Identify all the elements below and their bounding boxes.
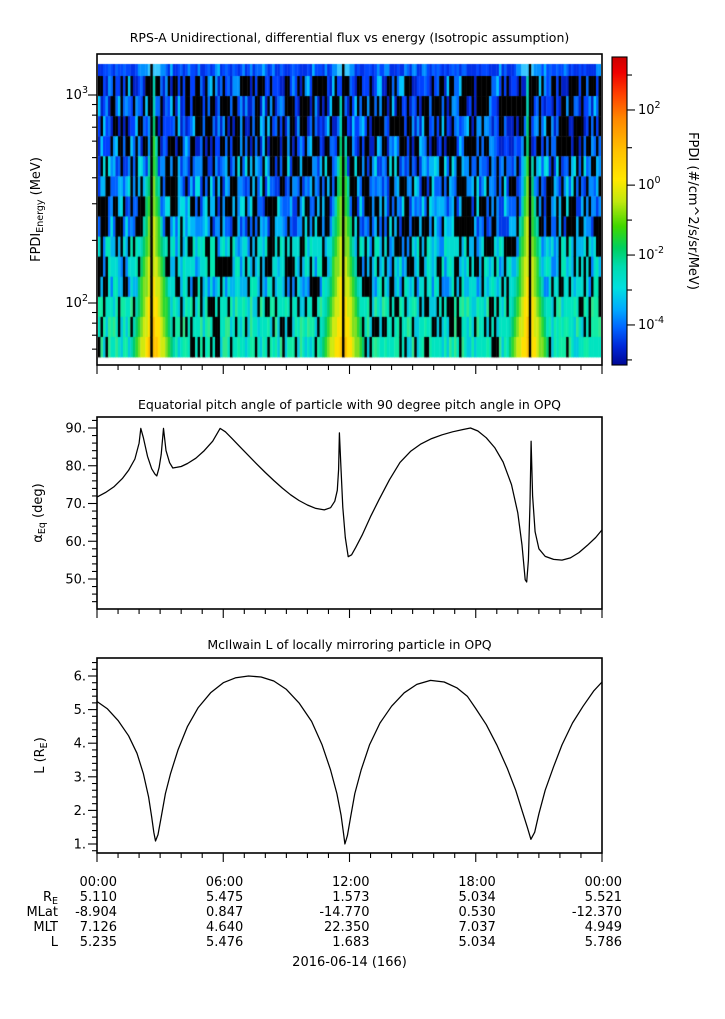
- y-tick-label: 3.: [74, 770, 86, 785]
- chart-title-mcilwain: McIlwain L of locally mirroring particle…: [207, 637, 491, 652]
- colorbar-tick-label: 100: [638, 175, 661, 193]
- pitch-angle-panel-border: [96, 416, 603, 610]
- ephemeris-value: -14.770: [319, 905, 369, 920]
- y-tick-label: 5.: [74, 703, 86, 718]
- data-curve: [96, 427, 603, 583]
- ephemeris-value: 7.126: [80, 920, 117, 935]
- colorbar-tick-label: 10-2: [638, 245, 664, 263]
- ephemeris-row-header: L: [51, 935, 59, 950]
- ephemeris-value: 22.350: [324, 920, 370, 935]
- flux-spectrogram-canvas: [98, 55, 601, 364]
- y-tick-label: 4.: [74, 737, 86, 752]
- y-axis-label: L (RE): [33, 737, 50, 774]
- time-tick-label: 00:00: [585, 875, 622, 890]
- ephemeris-value: 0.530: [459, 905, 496, 920]
- ephemeris-value: -8.904: [75, 905, 117, 920]
- ephemeris-value: 4.640: [206, 920, 243, 935]
- ephemeris-value: -12.370: [572, 905, 622, 920]
- ephemeris-row-header: MLat: [26, 905, 58, 920]
- time-tick-label: 18:00: [458, 875, 495, 890]
- data-curve: [96, 675, 603, 845]
- ephemeris-row-header: RE: [43, 890, 58, 907]
- y-tick-label: 50.: [65, 573, 86, 588]
- colorbar-canvas: [612, 57, 627, 365]
- y-tick-label: 1.: [74, 838, 86, 853]
- y-axis-label: αEq (deg): [31, 483, 48, 542]
- colorbar-tick-label: 102: [638, 100, 661, 118]
- ephemeris-value: 4.949: [585, 920, 622, 935]
- y-tick-label: 2.: [74, 804, 86, 819]
- chart-title-pitch-angle: Equatorial pitch angle of particle with …: [138, 397, 561, 412]
- ephemeris-value: 5.475: [206, 890, 243, 905]
- mcilwain-panel-border: [96, 657, 603, 854]
- ephemeris-value: 5.476: [206, 935, 243, 950]
- ephemeris-row-header: MLT: [33, 920, 58, 935]
- ephemeris-value: 0.847: [206, 905, 243, 920]
- time-tick-label: 12:00: [332, 875, 369, 890]
- y-tick-label: 6.: [74, 670, 86, 685]
- spectrogram-ytick-label: 103: [65, 85, 88, 103]
- ephemeris-value: 5.034: [459, 890, 496, 905]
- spectrogram-ytick-label: 102: [65, 293, 88, 311]
- date-label: 2016-06-14 (166): [292, 955, 407, 970]
- ephemeris-value: 5.521: [585, 890, 622, 905]
- y-tick-label: 60.: [65, 535, 86, 550]
- y-tick-label: 90.: [65, 422, 86, 437]
- ephemeris-value: 5.110: [80, 890, 117, 905]
- time-tick-label: 06:00: [206, 875, 243, 890]
- spectrogram-ylabel: FPDIEnergy (MeV): [29, 157, 46, 262]
- y-tick-label: 80.: [65, 459, 86, 474]
- ephemeris-value: 5.235: [80, 935, 117, 950]
- chart-title-spectrogram: RPS-A Unidirectional, differential flux …: [130, 30, 570, 45]
- y-tick-label: 70.: [65, 497, 86, 512]
- ephemeris-value: 7.037: [459, 920, 496, 935]
- time-tick-label: 00:00: [80, 875, 117, 890]
- ephemeris-value: 5.034: [459, 935, 496, 950]
- colorbar-label: FPDI (#/cm^2/s/sr/MeV): [685, 132, 700, 290]
- ephemeris-value: 1.573: [332, 890, 369, 905]
- colorbar-tick-label: 10-4: [638, 315, 664, 333]
- ephemeris-value: 5.786: [585, 935, 622, 950]
- ephemeris-value: 1.683: [332, 935, 369, 950]
